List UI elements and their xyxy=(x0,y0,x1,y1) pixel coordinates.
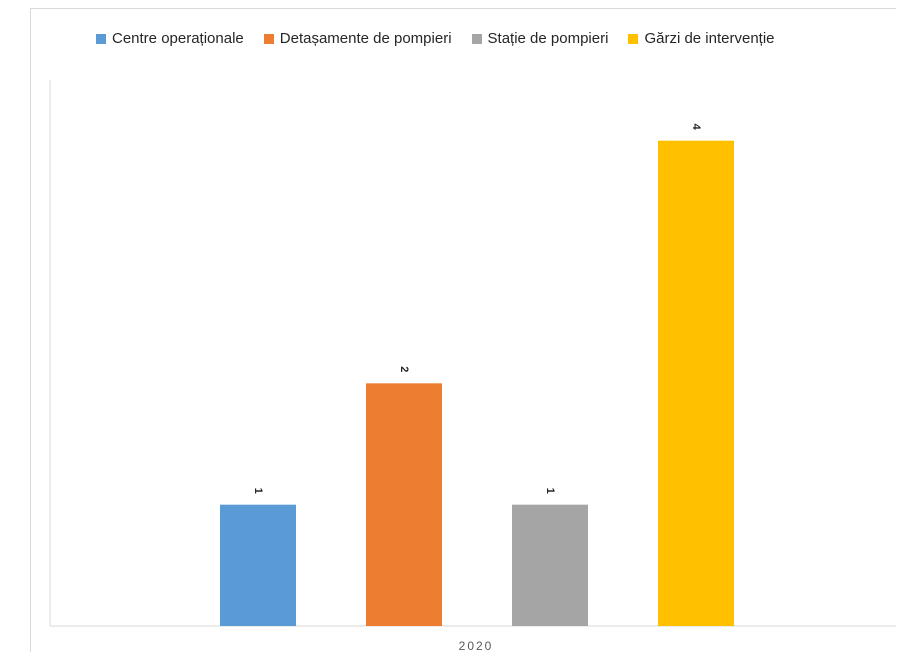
data-label: 4 xyxy=(690,124,702,131)
legend-label: Centre operaționale xyxy=(112,30,244,47)
data-label: 2 xyxy=(398,366,410,372)
chart-frame xyxy=(30,8,896,652)
bar xyxy=(366,383,442,626)
legend-item: Detașamente de pompieri xyxy=(263,30,452,47)
chart-legend: Centre operaționale Detașamente de pompie… xyxy=(96,30,775,47)
data-label: 1 xyxy=(252,488,264,494)
bar xyxy=(658,140,734,626)
bar xyxy=(220,504,296,626)
x-tick-label: 2020 xyxy=(459,639,494,653)
bar xyxy=(512,504,588,626)
legend-label: Gărzi de intervenție xyxy=(644,30,775,47)
legend-label: Stație de pompieri xyxy=(487,30,609,47)
legend-item: Stație de pompieri xyxy=(471,30,609,47)
legend-label: Detașamente de pompieri xyxy=(279,30,452,47)
legend-item: Centre operaționale xyxy=(96,30,244,47)
legend-swatch xyxy=(471,33,482,44)
legend-swatch xyxy=(263,33,274,44)
legend-swatch xyxy=(96,33,106,44)
legend-swatch xyxy=(628,33,639,44)
data-label: 1 xyxy=(544,488,556,494)
legend-item: Gărzi de intervenție xyxy=(628,30,775,47)
